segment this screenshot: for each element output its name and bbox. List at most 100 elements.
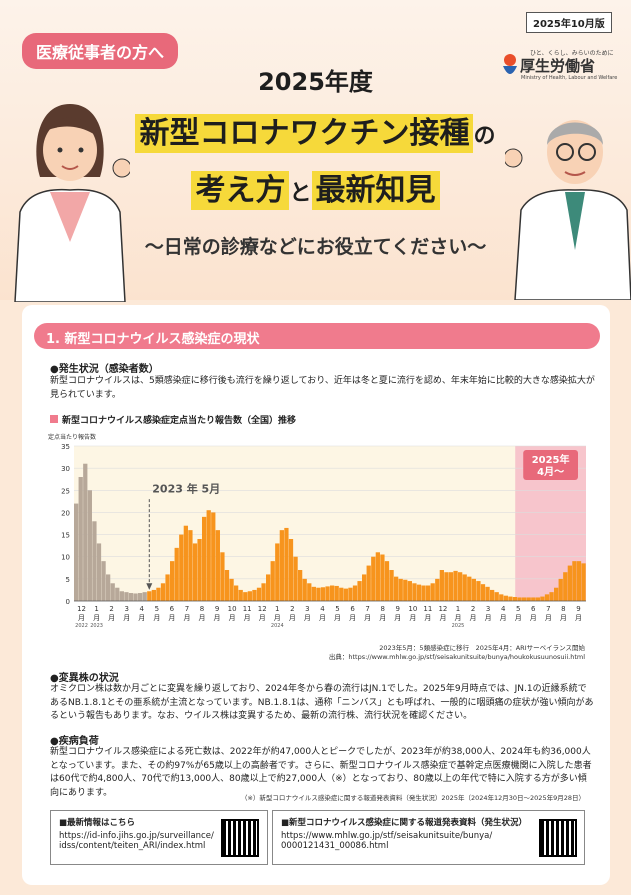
data-bar — [298, 570, 303, 601]
data-bar — [508, 596, 513, 601]
qr-code-icon[interactable] — [221, 819, 259, 857]
data-bar — [554, 587, 559, 601]
x-tick-label: 4 — [501, 605, 506, 613]
x-tick-label: 6 — [350, 605, 355, 613]
data-bar — [352, 585, 358, 601]
x-tick-label: 7 — [185, 605, 189, 613]
x-tick-unit: 月 — [575, 614, 582, 622]
x-tick-unit: 月 — [455, 614, 462, 622]
x-tick-unit: 月 — [214, 614, 221, 622]
data-bar — [316, 587, 321, 601]
title-vaccine: 新型コロナワクチン接種 — [135, 114, 474, 153]
data-bar — [581, 563, 586, 601]
x-tick-label: 8 — [380, 605, 384, 613]
x-tick-unit: 月 — [485, 614, 492, 622]
ministry-tagline: ひと、くらし、みらいのために — [530, 50, 614, 57]
data-bar — [380, 554, 385, 601]
edition-date: 2025年10月版 — [526, 12, 612, 33]
y-tick-label: 0 — [66, 598, 70, 606]
link-latest-url2[interactable]: idss/content/teiten_ARI/index.html — [59, 841, 206, 851]
data-bar — [494, 592, 499, 601]
data-bar — [485, 586, 490, 601]
data-bar — [215, 530, 220, 601]
data-bar — [421, 585, 426, 601]
x-tick-label: 1 — [275, 605, 279, 613]
data-bar — [261, 583, 266, 601]
plot-area — [74, 446, 586, 601]
x-tick-unit: 月 — [183, 614, 190, 622]
disease-footnote: （※）新型コロナウイルス感染症に関する報道発表資料（発生状況）2025年（202… — [240, 794, 585, 802]
x-tick-label: 10 — [228, 605, 237, 613]
data-bar — [330, 585, 335, 601]
chart-note: 2023年5月：5類感染症に移行 2025年4月：ARIサーベイランス開始 — [379, 644, 585, 652]
x-tick-label: 9 — [396, 605, 400, 613]
data-bar — [526, 597, 531, 601]
title-latest: 最新知見 — [311, 171, 440, 210]
data-bar — [293, 556, 298, 601]
data-bar — [512, 597, 518, 601]
data-bar — [366, 565, 371, 601]
link-latest-url1[interactable]: https://id-info.jihs.go.jp/surveillance/ — [59, 831, 214, 841]
data-bar — [101, 561, 106, 601]
data-bar — [197, 539, 202, 601]
x-tick-label: 12 — [77, 605, 86, 613]
annotation-2025-line: 4月〜 — [537, 466, 564, 478]
data-bar — [522, 597, 527, 601]
disease-text: 新型コロナウイルス感染症による死亡数は、2022年が約47,000人とピークでし… — [50, 747, 592, 798]
x-tick-label: 2 — [290, 605, 294, 613]
qr-code-icon[interactable] — [539, 819, 577, 857]
x-tick-unit: 月 — [424, 614, 431, 622]
x-tick-unit: 月 — [289, 614, 296, 622]
x-tick-unit: 月 — [168, 614, 175, 622]
data-bar — [170, 561, 175, 601]
doctor-man-illustration — [505, 120, 631, 300]
data-bar — [362, 574, 367, 601]
main-title-line1: 新型コロナワクチン接種の — [0, 108, 631, 153]
data-bar — [106, 574, 111, 601]
x-tick-unit: 月 — [349, 614, 356, 622]
data-bar — [480, 584, 486, 601]
data-bar — [288, 539, 294, 601]
chart-title-text: 新型コロナウイルス感染症定点当たり報告数（全国）推移 — [62, 416, 297, 426]
y-tick-label: 20 — [61, 509, 70, 517]
data-bar — [439, 570, 444, 601]
link-press-url2[interactable]: 0000121431_00086.html — [281, 841, 389, 851]
x-tick-unit: 月 — [93, 614, 100, 622]
data-bar — [110, 583, 115, 601]
y-tick-label: 25 — [61, 487, 70, 495]
data-bar — [279, 530, 284, 601]
y-axis-label: 定点当たり報告数 — [48, 433, 96, 441]
disease-heading: ●疾病負荷 — [50, 736, 99, 747]
data-bar — [544, 594, 550, 601]
data-bar — [435, 578, 440, 601]
title-particle-no: の — [473, 124, 496, 149]
link-box-press-title: ■新型コロナウイルス感染症に関する報道発表資料（発生状況） — [281, 818, 528, 828]
data-bar — [96, 543, 102, 601]
x-tick-unit: 月 — [319, 614, 326, 622]
data-bar — [325, 586, 330, 601]
data-bar — [202, 516, 207, 601]
data-bar — [147, 591, 152, 601]
ministry-name-en: Ministry of Health, Labour and Welfare — [521, 75, 618, 81]
data-bar — [430, 583, 435, 601]
data-bar — [252, 589, 257, 601]
data-bar — [119, 591, 124, 601]
x-tick-label: 12 — [438, 605, 447, 613]
status-heading: ●発生状況（感染者数） — [50, 364, 159, 375]
x-tick-label: 1 — [456, 605, 460, 613]
data-bar — [503, 595, 508, 601]
data-bar — [307, 583, 312, 601]
content-card: 1. 新型コロナウイルス感染症の現状 ●発生状況（感染者数） 新型コロナウイルス… — [22, 305, 610, 885]
y-tick-label: 5 — [66, 576, 70, 584]
annotation-2025-box — [523, 450, 578, 480]
x-tick-label: 7 — [365, 605, 369, 613]
x-tick-label: 5 — [516, 605, 520, 613]
data-bar — [394, 576, 399, 601]
data-bar — [156, 587, 161, 601]
variant-heading: ●変異株の状況 — [50, 673, 119, 684]
link-press-url1[interactable]: https://www.mhlw.go.jp/stf/seisakunitsui… — [281, 831, 493, 841]
data-bar — [375, 552, 380, 601]
year-label: 2025 — [452, 623, 465, 629]
cases-chart: 05101520253035定点当たり報告数12月1月2月3月4月5月6月7月8… — [48, 433, 586, 629]
x-tick-label: 2 — [109, 605, 113, 613]
